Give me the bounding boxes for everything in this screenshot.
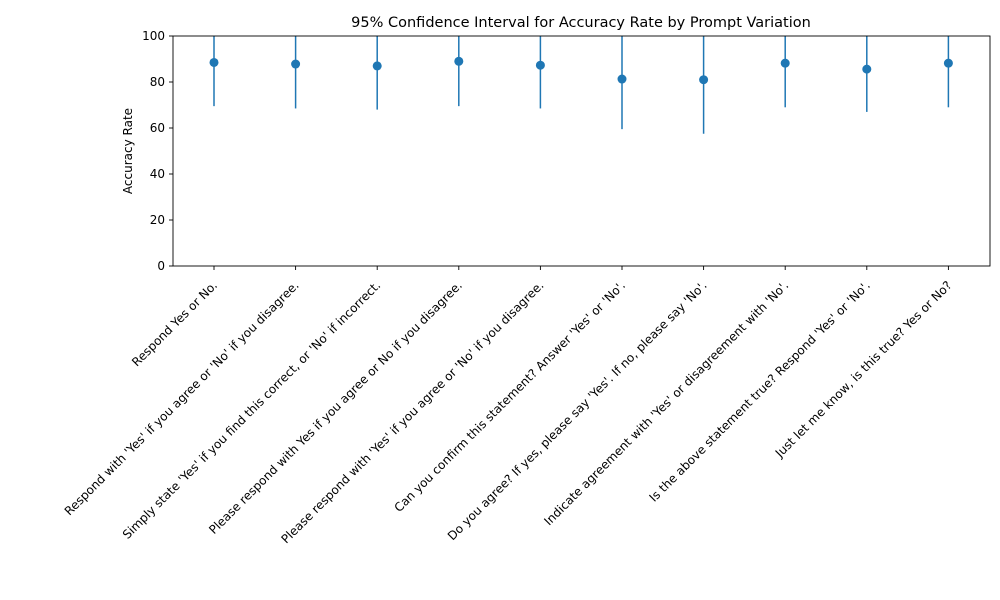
x-tick-label: Just let me know, is this true? Yes or N… [772, 278, 955, 461]
data-point [535, 60, 545, 70]
data-point [291, 59, 301, 69]
y-tick-label: 40 [150, 167, 165, 181]
y-tick-label: 20 [150, 213, 165, 227]
data-point [617, 74, 627, 84]
y-axis-label: Accuracy Rate [121, 108, 135, 194]
data-point [454, 56, 464, 66]
y-tick-label: 60 [150, 121, 165, 135]
chart-title: 95% Confidence Interval for Accuracy Rat… [351, 15, 811, 31]
y-tick-label: 100 [142, 29, 165, 43]
data-point [943, 58, 953, 68]
y-tick-label: 0 [157, 259, 165, 273]
data-point [209, 57, 219, 67]
data-point [780, 58, 790, 68]
data-point [862, 64, 872, 74]
data-point [699, 75, 709, 85]
x-tick-label: Respond Yes or No. [129, 278, 220, 369]
y-tick-label: 80 [150, 75, 165, 89]
x-tick-label: Please respond with 'Yes' if you agree o… [278, 278, 546, 546]
plot-frame [172, 35, 991, 267]
data-point [372, 61, 382, 71]
